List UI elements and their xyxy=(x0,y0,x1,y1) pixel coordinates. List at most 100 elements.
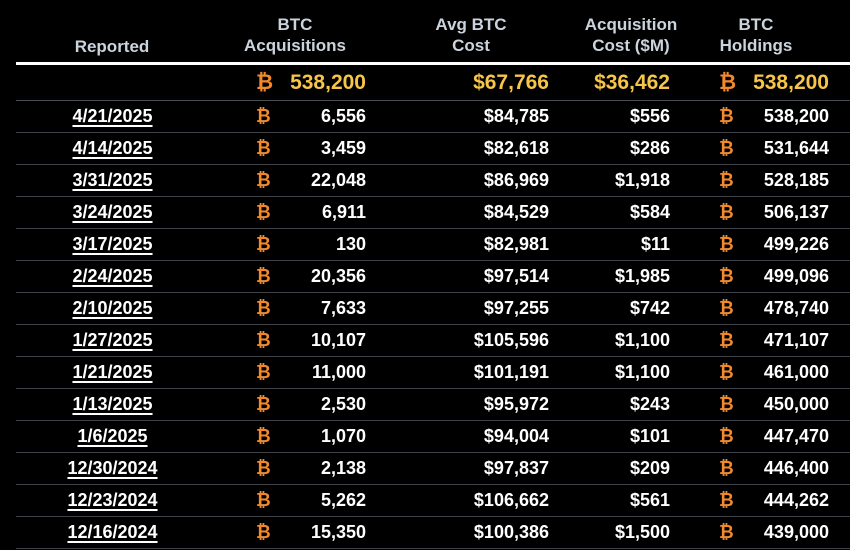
avg-cost-value: $82,618 xyxy=(483,138,549,158)
total-avg-cost: $67,766 xyxy=(473,70,549,94)
header-holdings-line1: BTC xyxy=(738,15,774,34)
bitcoin-icon: ₿ xyxy=(256,202,271,222)
reported-date-link[interactable]: 12/23/2024 xyxy=(67,490,158,510)
reported-date-link[interactable]: 1/27/2025 xyxy=(72,330,153,350)
reported-date-link[interactable]: 12/16/2024 xyxy=(67,522,158,542)
header-acq-cost-line1: Acquisition xyxy=(584,15,678,34)
avg-cost-value: $82,981 xyxy=(483,234,549,254)
acquisitions-value: 22,048 xyxy=(310,170,366,190)
avg-cost-value: $101,191 xyxy=(473,362,549,382)
reported-date-cell: 4/21/2025 xyxy=(16,101,209,132)
reported-date-cell: 4/14/2025 xyxy=(16,133,209,164)
reported-date-cell: 12/30/2024 xyxy=(16,453,209,484)
header-avg-cost-line2: Cost xyxy=(452,36,490,55)
reported-date-link[interactable]: 3/17/2025 xyxy=(72,234,153,254)
avg-cost-value: $84,529 xyxy=(483,202,549,222)
acquisition-cost-value: $1,100 xyxy=(614,362,670,382)
bitcoin-icon: ₿ xyxy=(719,138,734,158)
reported-date-cell: 1/21/2025 xyxy=(16,357,209,388)
avg-cost-value: $105,596 xyxy=(473,330,549,350)
bitcoin-icon: ₿ xyxy=(719,394,734,414)
reported-date-link[interactable]: 3/31/2025 xyxy=(72,170,153,190)
bitcoin-icon: ₿ xyxy=(719,170,734,190)
reported-date-cell: 2/10/2025 xyxy=(16,293,209,324)
acquisition-cost-value: $286 xyxy=(629,138,670,158)
header-btc-holdings: BTC Holdings xyxy=(706,14,806,56)
bitcoin-icon: ₿ xyxy=(719,202,734,222)
bitcoin-icon: ₿ xyxy=(256,490,271,510)
table-row: 2/10/2025 ₿ 7,633 $97,255 $742 ₿ 478,740 xyxy=(16,293,850,325)
avg-cost-value: $95,972 xyxy=(483,394,549,414)
holdings-value: 447,470 xyxy=(763,426,829,446)
bitcoin-icon: ₿ xyxy=(719,490,734,510)
total-acquisition-cost: $36,462 xyxy=(594,70,670,94)
header-reported-label: Reported xyxy=(74,37,150,56)
reported-date-link[interactable]: 12/30/2024 xyxy=(67,458,158,478)
table-header: Reported BTC Acquisitions Avg BTC Cost A… xyxy=(16,0,850,65)
holdings-value: 538,200 xyxy=(763,106,829,126)
table-row: 1/13/2025 ₿ 2,530 $95,972 $243 ₿ 450,000 xyxy=(16,389,850,421)
acquisition-cost-value: $742 xyxy=(629,298,670,318)
holdings-value: 499,096 xyxy=(763,266,829,286)
acquisition-cost-value: $584 xyxy=(629,202,670,222)
holdings-value: 461,000 xyxy=(763,362,829,382)
avg-cost-value: $97,255 xyxy=(483,298,549,318)
header-acquisitions-line2: Acquisitions xyxy=(243,36,346,55)
table-row: 3/31/2025 ₿ 22,048 $86,969 $1,918 ₿ 528,185 xyxy=(16,165,850,197)
acquisition-cost-value: $1,500 xyxy=(614,522,670,542)
reported-date-link[interactable]: 1/21/2025 xyxy=(72,362,153,382)
header-avg-btc-cost: Avg BTC Cost xyxy=(406,14,536,56)
reported-date-link[interactable]: 1/13/2025 xyxy=(72,394,153,414)
table-row: 3/17/2025 ₿ 130 $82,981 $11 ₿ 499,226 xyxy=(16,229,850,261)
holdings-value: 528,185 xyxy=(763,170,829,190)
table-row: 4/21/2025 ₿ 6,556 $84,785 $556 ₿ 538,200 xyxy=(16,101,850,133)
acquisitions-value: 2,530 xyxy=(320,394,366,414)
reported-date-cell: 1/27/2025 xyxy=(16,325,209,356)
bitcoin-icon: ₿ xyxy=(256,298,271,318)
bitcoin-icon: ₿ xyxy=(256,394,271,414)
acquisitions-value: 7,633 xyxy=(320,298,366,318)
holdings-value: 499,226 xyxy=(763,234,829,254)
reported-date-link[interactable]: 4/14/2025 xyxy=(72,138,153,158)
acquisitions-value: 10,107 xyxy=(310,330,366,350)
table-row: 3/24/2025 ₿ 6,911 $84,529 $584 ₿ 506,137 xyxy=(16,197,850,229)
acquisitions-value: 20,356 xyxy=(310,266,366,286)
reported-date-link[interactable]: 3/24/2025 xyxy=(72,202,153,222)
bitcoin-icon: ₿ xyxy=(256,522,271,542)
acquisition-cost-value: $209 xyxy=(629,458,670,478)
reported-date-link[interactable]: 1/6/2025 xyxy=(77,426,148,446)
acquisitions-value: 130 xyxy=(335,234,366,254)
acquisitions-value: 6,911 xyxy=(321,202,366,222)
header-avg-cost-line1: Avg BTC xyxy=(435,15,507,34)
reported-date-cell: 3/17/2025 xyxy=(16,229,209,260)
holdings-value: 531,644 xyxy=(763,138,829,158)
holdings-value: 446,400 xyxy=(763,458,829,478)
acquisition-cost-value: $561 xyxy=(629,490,670,510)
bitcoin-icon: ₿ xyxy=(256,170,271,190)
table-row: 12/23/2024 ₿ 5,262 $106,662 $561 ₿ 444,262 xyxy=(16,485,850,517)
reported-date-link[interactable]: 2/10/2025 xyxy=(72,298,153,318)
acquisitions-value: 3,459 xyxy=(320,138,366,158)
header-btc-acquisitions: BTC Acquisitions xyxy=(220,14,370,56)
bitcoin-icon: ₿ xyxy=(256,234,271,254)
bitcoin-icon: ₿ xyxy=(719,458,734,478)
bitcoin-icon: ₿ xyxy=(256,426,271,446)
bitcoin-icon: ₿ xyxy=(256,138,271,158)
bitcoin-icon: ₿ xyxy=(256,106,271,126)
reported-date-link[interactable]: 2/24/2025 xyxy=(72,266,153,286)
table-row: 4/14/2025 ₿ 3,459 $82,618 $286 ₿ 531,644 xyxy=(16,133,850,165)
bitcoin-icon: ₿ xyxy=(719,70,737,94)
bitcoin-icon: ₿ xyxy=(719,426,734,446)
acquisition-cost-value: $101 xyxy=(629,426,670,446)
btc-acquisitions-table: Reported BTC Acquisitions Avg BTC Cost A… xyxy=(16,0,850,549)
acquisition-cost-value: $243 xyxy=(629,394,670,414)
acquisitions-value: 2,138 xyxy=(320,458,366,478)
bitcoin-icon: ₿ xyxy=(719,106,734,126)
acquisitions-value: 11,000 xyxy=(311,362,366,382)
header-reported: Reported xyxy=(62,36,162,57)
acquisitions-value: 1,070 xyxy=(320,426,366,446)
avg-cost-value: $106,662 xyxy=(473,490,549,510)
holdings-value: 444,262 xyxy=(763,490,829,510)
reported-date-link[interactable]: 4/21/2025 xyxy=(72,106,153,126)
bitcoin-icon: ₿ xyxy=(256,70,274,94)
